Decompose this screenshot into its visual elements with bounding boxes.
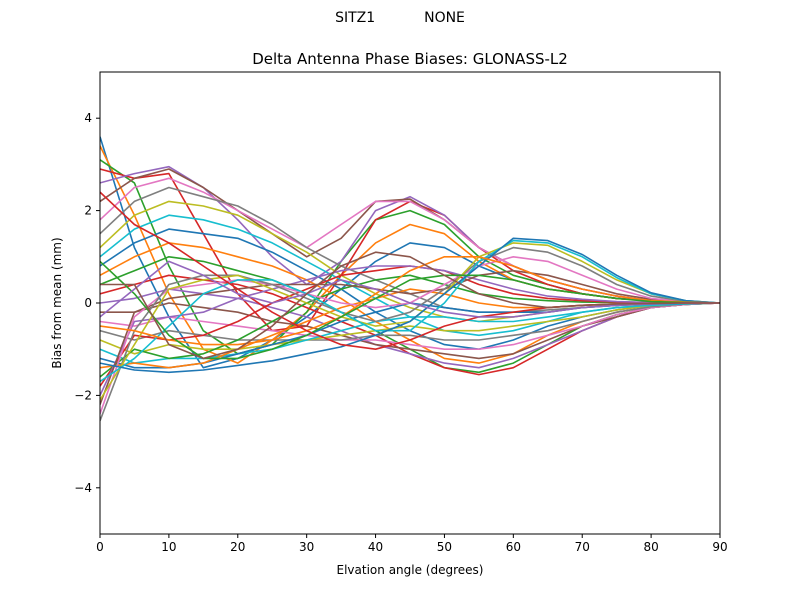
x-tick-label: 10: [161, 540, 176, 554]
x-tick-label: 0: [96, 540, 104, 554]
figure-suptitle: SITZ1 NONE: [335, 10, 465, 26]
series-line-35: [100, 260, 720, 318]
y-axis-ticks: −4 −2 0 2 4: [74, 111, 100, 495]
y-tick-label: 0: [84, 296, 92, 310]
x-tick-label: 90: [712, 540, 727, 554]
x-tick-label: 80: [643, 540, 658, 554]
series-line-30: [100, 239, 720, 383]
x-axis-label: Elvation angle (degrees): [337, 563, 484, 577]
y-axis-label: Bias from mean (mm): [50, 237, 64, 368]
x-tick-label: 20: [230, 540, 245, 554]
series-line-19: [100, 302, 720, 355]
x-tick-label: 70: [575, 540, 590, 554]
series-line-36: [100, 251, 720, 360]
chart-title: Delta Antenna Phase Biases: GLONASS-L2: [252, 50, 568, 68]
x-tick-label: 30: [299, 540, 314, 554]
series-line-17: [100, 302, 720, 350]
y-tick-label: −4: [74, 481, 92, 495]
x-tick-label: 60: [506, 540, 521, 554]
series-line-25: [100, 265, 720, 396]
y-tick-label: 4: [84, 111, 92, 125]
x-tick-label: 40: [368, 540, 383, 554]
y-tick-label: −2: [74, 388, 92, 402]
series-line-14: [100, 274, 720, 376]
x-tick-label: 50: [437, 540, 452, 554]
x-axis-ticks: 0 10 20 30 40 50 60 70 80 90: [96, 534, 728, 554]
series-line-32: [100, 256, 720, 346]
y-tick-label: 2: [84, 204, 92, 218]
series-layer: [100, 136, 720, 422]
series-line-31: [100, 237, 720, 374]
series-line-26: [100, 269, 720, 405]
series-line-16: [100, 302, 720, 360]
